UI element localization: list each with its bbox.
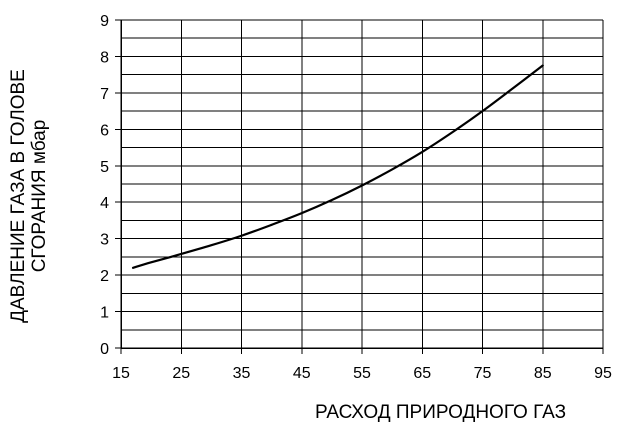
y-tick-label: 9 (100, 13, 109, 30)
x-tick-label: 75 (474, 365, 492, 382)
x-axis-title: РАСХОД ПРИРОДНОГО ГАЗ (315, 402, 566, 423)
series-line (131, 64, 544, 269)
y-axis-title-line-1: ДАВЛЕНИЕ ГАЗА В ГОЛОВЕ (8, 69, 29, 323)
y-axis-title-line-2: СГОРАНИЯ мбар (29, 120, 50, 273)
x-tick-label: 15 (112, 365, 130, 382)
y-tick-label: 1 (100, 305, 109, 322)
y-tick-label: 2 (100, 268, 109, 285)
series-layer (131, 64, 544, 269)
y-tick-label: 7 (100, 86, 109, 103)
grid (121, 19, 604, 348)
x-tick-label: 85 (534, 365, 552, 382)
y-tick-label: 3 (100, 232, 109, 249)
x-tick-label: 55 (353, 365, 371, 382)
y-tick-label: 0 (100, 341, 109, 358)
y-tick-label: 6 (100, 122, 109, 139)
x-tick-label: 35 (233, 365, 251, 382)
x-tick-label: 95 (594, 365, 612, 382)
y-tick-label: 8 (100, 49, 109, 66)
y-tick-label: 4 (100, 195, 109, 212)
y-tick-label: 5 (100, 159, 109, 176)
y-axis-title: ДАВЛЕНИЕ ГАЗА В ГОЛОВЕ СГОРАНИЯ мбар (8, 69, 50, 323)
x-tick-label: 65 (413, 365, 431, 382)
x-tick-label: 45 (293, 365, 311, 382)
x-tick-label: 25 (172, 365, 190, 382)
